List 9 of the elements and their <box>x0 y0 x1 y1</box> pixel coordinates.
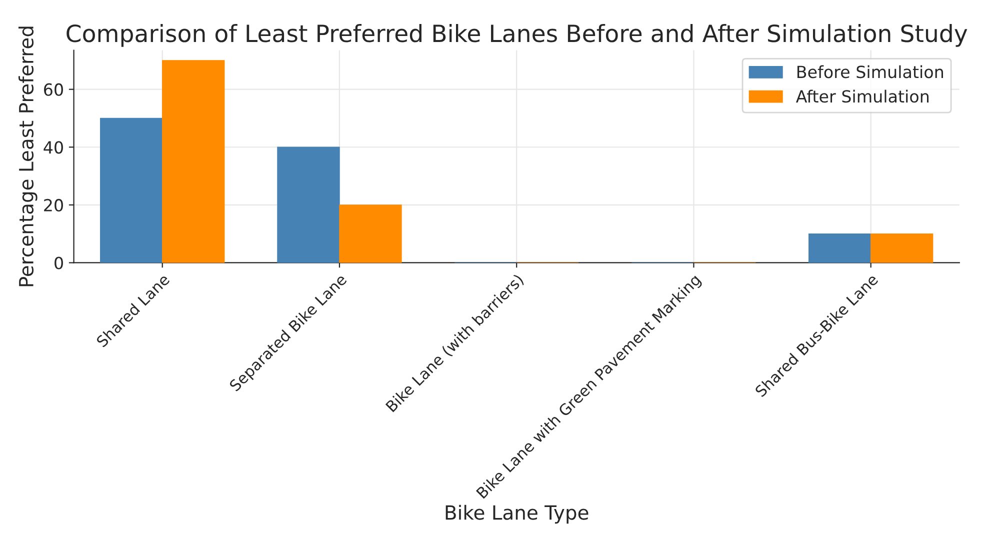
y-tick-label: 20 <box>44 198 63 212</box>
legend-label: After Simulation <box>796 90 929 103</box>
y-tick-label: 60 <box>44 83 63 96</box>
chart-title: Comparison of Least Preferred Bike Lanes Before and After Simulation Study <box>66 24 968 47</box>
legend-label: Before Simulation <box>797 65 943 78</box>
y-tick-label: 0 <box>54 256 63 270</box>
y-axis-title: Percentage Least Preferred <box>18 26 38 286</box>
x-axis-title: Bike Lane Type <box>446 504 588 524</box>
y-tick-label: 40 <box>44 141 63 154</box>
